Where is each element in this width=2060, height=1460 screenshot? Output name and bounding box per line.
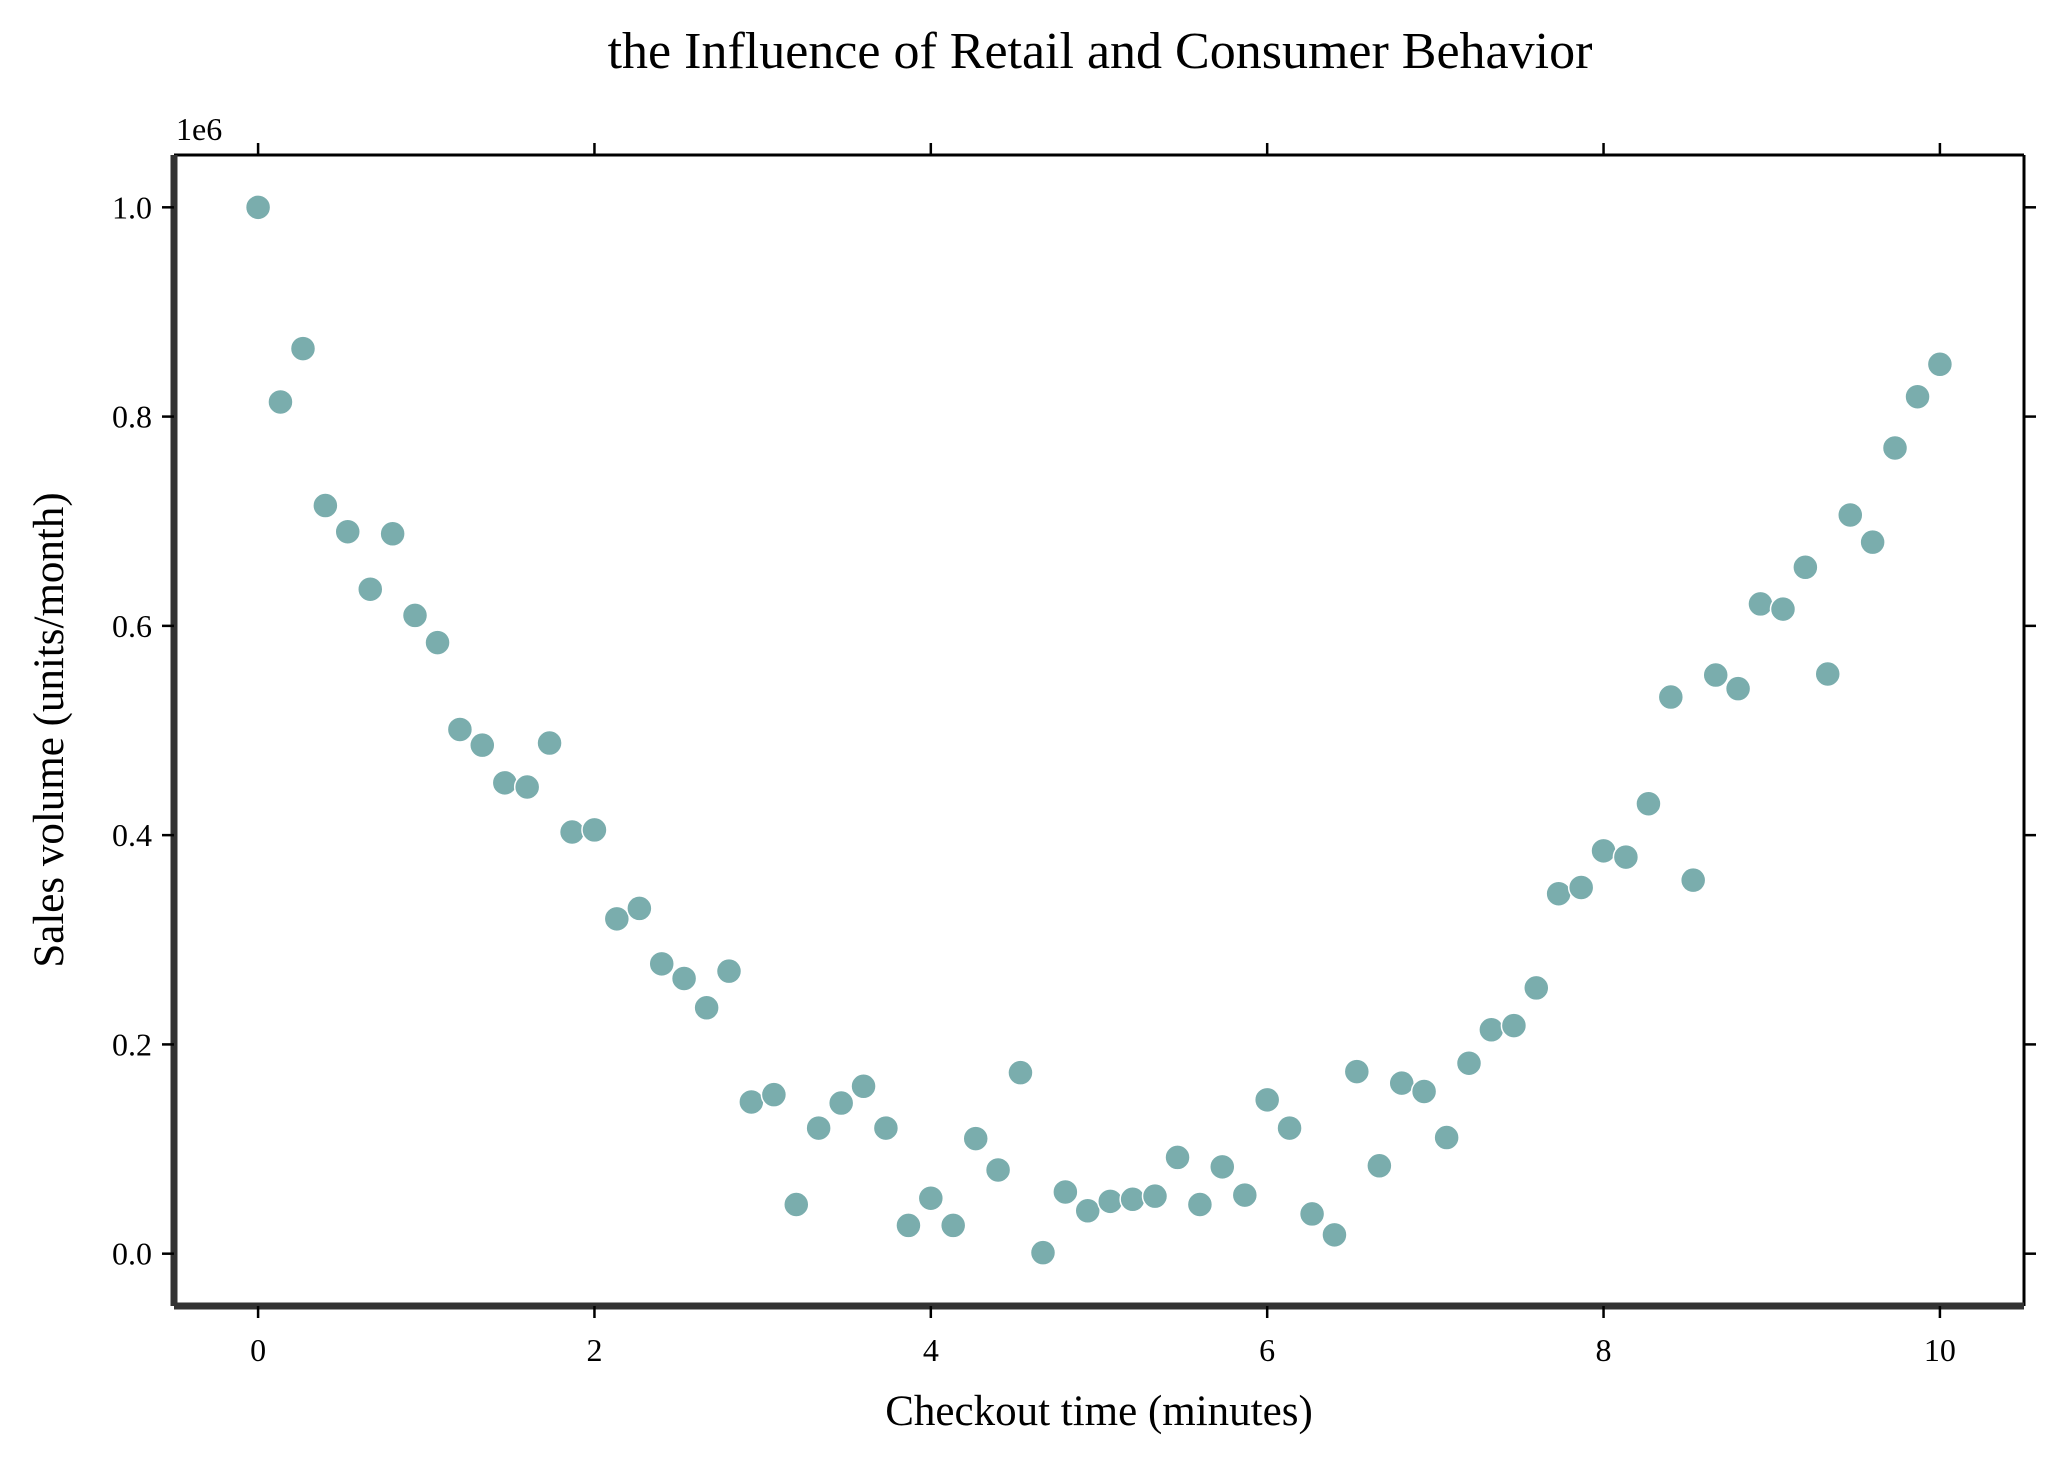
data-point [760,1081,788,1108]
data-point [872,1114,900,1142]
data-point [1209,1153,1236,1181]
data-point [536,729,563,757]
data-point [357,575,384,603]
data-point [1097,1188,1124,1215]
y-tick-label: 0.2 [112,1026,152,1062]
data-point [1186,1191,1214,1218]
data-point [1769,595,1797,623]
chart-title: the Influence of Retail and Consumer Beh… [608,23,1593,80]
data-point [1881,434,1909,462]
data-point [446,716,474,743]
y-tick-label: 0.6 [112,608,152,644]
data-point [1545,880,1572,907]
data-point [1590,837,1617,865]
x-tick-label: 6 [1259,1332,1275,1368]
data-point [805,1114,832,1142]
data-point [1141,1182,1169,1210]
data-point [1074,1197,1101,1225]
data-point [1904,383,1931,410]
data-point [1679,866,1707,894]
data-point [1478,1016,1505,1044]
y-tick-label: 1.0 [112,189,152,225]
data-point [738,1088,765,1116]
data-point [581,816,608,844]
data-point [1657,683,1685,711]
data-point [939,1212,967,1239]
data-point [1635,790,1662,817]
data-point [962,1125,989,1152]
data-point [670,965,698,992]
data-point [1724,675,1752,702]
plot-frame [170,153,2026,1310]
data-point [1321,1221,1348,1249]
data-point [513,773,541,801]
data-point [715,957,743,985]
y-axis-label: Sales volume (units/month) [26,492,73,967]
data-point [424,629,451,656]
data-point [917,1184,945,1212]
data-point [1747,590,1774,618]
data-point [1007,1059,1034,1086]
data-point [693,994,720,1022]
data-point [379,520,406,548]
data-point [1926,351,1954,378]
y-tick-label: 0.4 [112,817,152,853]
x-axis-ticks: 0 2 4 6 8 10 [250,143,1956,1368]
data-point [1119,1186,1146,1213]
data-point [1455,1049,1483,1077]
data-point [1343,1058,1371,1085]
y-axis-offset-label: 1e6 [176,111,222,147]
data-point [1029,1239,1057,1266]
data-point [850,1073,877,1100]
data-point [289,335,317,362]
data-point [1253,1086,1281,1114]
data-point [312,492,339,519]
data-point [626,895,653,922]
data-points [244,194,1954,1266]
data-point [1702,661,1729,689]
data-point [1433,1124,1460,1151]
data-point [491,769,519,797]
data-point [984,1156,1012,1184]
y-tick-label: 0.8 [112,399,152,435]
data-point [244,194,272,221]
y-tick-label: 0.0 [112,1236,152,1272]
data-point [1523,974,1550,1002]
data-point [1164,1144,1191,1171]
x-tick-label: 2 [586,1332,602,1368]
data-point [648,950,675,978]
data-point [827,1089,855,1117]
data-point [1388,1069,1415,1097]
data-point [1814,660,1841,688]
data-point [1612,843,1640,871]
data-point [1410,1078,1438,1105]
data-point [1837,501,1864,529]
data-point [1859,528,1886,556]
data-point [1500,1012,1528,1039]
data-point [334,518,361,545]
x-tick-label: 8 [1596,1332,1612,1368]
data-point [1052,1178,1079,1206]
data-point [401,602,429,629]
data-point [558,818,586,846]
data-point [1366,1152,1393,1180]
x-tick-label: 10 [1924,1332,1956,1368]
data-point [469,731,496,759]
x-tick-label: 0 [250,1332,266,1368]
x-axis-label: Checkout time (minutes) [885,1388,1313,1435]
x-tick-label: 4 [923,1332,939,1368]
data-point [1298,1200,1326,1228]
data-point [1792,554,1819,581]
y-axis-ticks: 0.0 0.2 0.4 0.6 0.8 1.0 [112,189,2036,1272]
data-point [895,1212,922,1239]
data-point [603,905,631,933]
data-point [783,1191,810,1218]
data-point [1567,874,1595,901]
data-point [1276,1114,1303,1142]
data-point [1231,1181,1259,1209]
data-point [267,388,294,416]
